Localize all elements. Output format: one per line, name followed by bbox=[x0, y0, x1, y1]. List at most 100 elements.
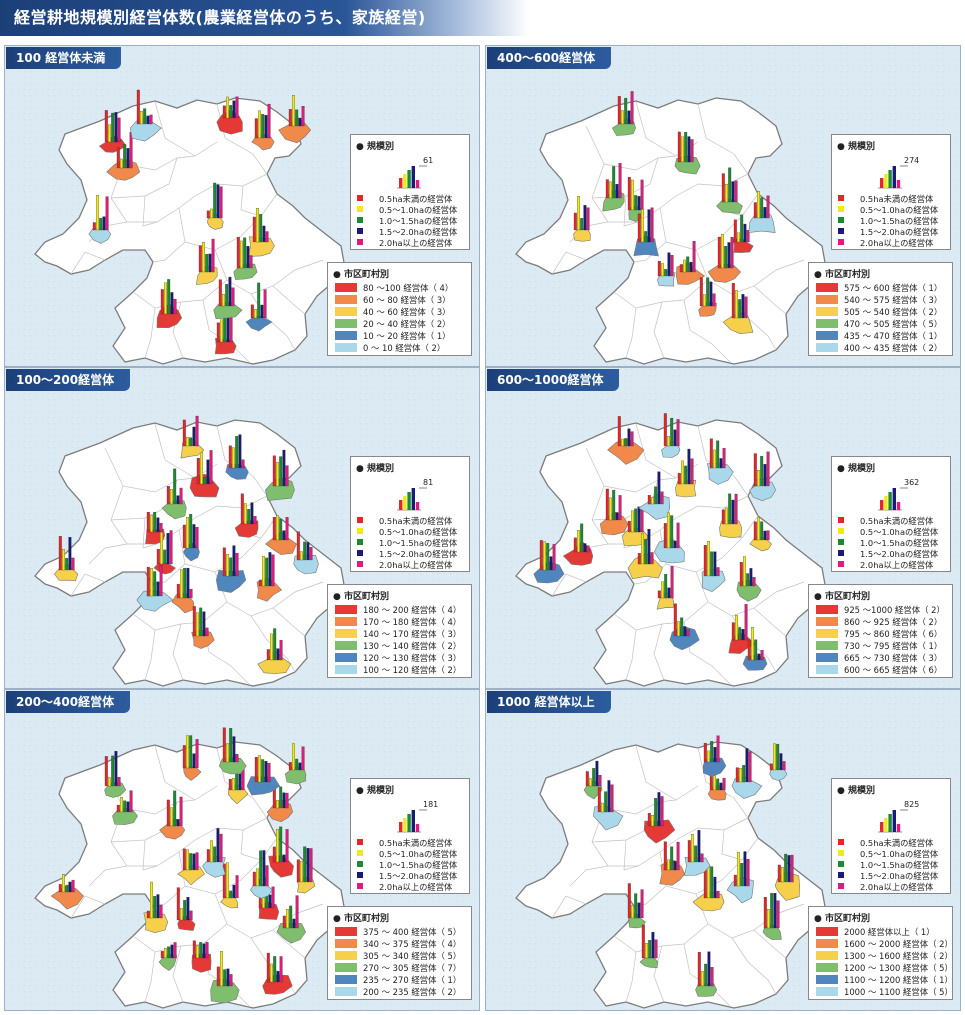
size-bar bbox=[282, 449, 286, 487]
size-bar bbox=[651, 497, 654, 505]
size-bar bbox=[787, 855, 791, 883]
range-label: 305 ～ 340 経営体（ 5） bbox=[363, 951, 462, 961]
size-bar bbox=[189, 735, 193, 769]
size-bar bbox=[268, 894, 272, 909]
size-bar bbox=[679, 264, 683, 273]
swatch bbox=[335, 617, 357, 626]
size-bar bbox=[260, 304, 264, 319]
range-label: 1200 ～ 1300 経営体（ 5） bbox=[844, 963, 953, 973]
municipality-boundary bbox=[184, 515, 278, 573]
size-bar bbox=[228, 276, 232, 307]
size-bar bbox=[153, 896, 157, 919]
size-bar bbox=[186, 437, 189, 447]
size-bar bbox=[146, 910, 150, 919]
size-bar bbox=[150, 568, 153, 597]
size-bar bbox=[597, 787, 601, 813]
size-bar bbox=[573, 212, 577, 231]
size-bar bbox=[680, 617, 684, 637]
municipality-boundary bbox=[753, 285, 787, 315]
size-bar bbox=[670, 417, 674, 447]
scale-value: 81 bbox=[423, 478, 434, 487]
municipality-boundary bbox=[202, 299, 250, 363]
size-bar bbox=[232, 100, 236, 119]
size-bar bbox=[677, 131, 681, 163]
size-bar bbox=[598, 775, 602, 787]
municipality-boundary bbox=[110, 479, 178, 521]
size-bar bbox=[208, 253, 212, 273]
size-bar bbox=[192, 940, 196, 959]
size-bar bbox=[683, 259, 686, 273]
size-bar bbox=[149, 114, 153, 125]
prefecture-outline bbox=[515, 97, 827, 365]
size-bar bbox=[734, 493, 738, 525]
size-bar bbox=[586, 207, 590, 231]
size-bar bbox=[745, 748, 749, 783]
scale-bar bbox=[892, 166, 896, 188]
size-legend-item: 0.5ha未満の経営体 bbox=[357, 193, 467, 204]
scale-bar bbox=[407, 170, 411, 188]
size-bar bbox=[238, 772, 242, 791]
swatch bbox=[816, 617, 838, 626]
size-bar bbox=[256, 207, 259, 243]
scale-bar bbox=[411, 488, 415, 510]
size-legend-label: 0.5ha未満の経営体 bbox=[860, 194, 934, 204]
size-legend: ● 規模別 362 0.5ha未満の経営体 0.5～1.0haの経営体 1.0～1.5h… bbox=[831, 456, 951, 572]
size-bar bbox=[229, 890, 233, 899]
size-bar bbox=[303, 541, 307, 561]
municipality-boundary bbox=[675, 173, 749, 197]
size-bar bbox=[170, 944, 174, 959]
size-bar bbox=[279, 456, 283, 487]
size-bar bbox=[725, 183, 728, 203]
range-label: 140 ～ 170 経営体（ 3） bbox=[363, 629, 462, 639]
range-legend-item: 435 ～ 470 経営体（ 1） bbox=[816, 330, 951, 341]
range-label: 180 ～ 200 経営体（ 4） bbox=[363, 605, 462, 615]
size-bar bbox=[285, 517, 289, 541]
size-bar bbox=[263, 289, 267, 319]
size-bar bbox=[117, 777, 121, 787]
size-bar bbox=[610, 784, 614, 813]
size-bar bbox=[683, 626, 687, 637]
size-legend-item: 1.5～2.0haの経営体 bbox=[357, 226, 467, 237]
size-legend-label: 1.5～2.0haの経営体 bbox=[379, 227, 458, 237]
size-bar bbox=[160, 289, 164, 315]
size-bar bbox=[757, 191, 760, 219]
size-bar bbox=[760, 650, 764, 661]
municipality-boundary bbox=[731, 937, 777, 995]
size-bar bbox=[701, 971, 704, 987]
swatch bbox=[357, 528, 363, 534]
size-bar bbox=[276, 970, 280, 983]
size-legend-item: 0.5～1.0haの経営体 bbox=[838, 526, 948, 537]
size-bar bbox=[244, 503, 247, 525]
size-bar bbox=[176, 887, 180, 921]
size-legend-label: 1.5～2.0haの経営体 bbox=[860, 871, 939, 881]
municipality-boundary bbox=[172, 945, 184, 1003]
range-legend-item: 470 ～ 505 経営体（ 5） bbox=[816, 318, 951, 329]
size-legend-item: 0.5ha未満の経営体 bbox=[838, 515, 948, 526]
size-bar bbox=[222, 727, 226, 763]
size-legend: ● 規模別 274 0.5ha未満の経営体 0.5～1.0haの経営体 1.0～1.5h… bbox=[831, 134, 951, 250]
size-bar bbox=[62, 874, 65, 893]
size-bar bbox=[721, 173, 725, 203]
size-bar bbox=[724, 245, 728, 269]
size-bar bbox=[223, 318, 227, 343]
swatch bbox=[838, 195, 844, 201]
municipality-boundary bbox=[695, 571, 805, 617]
swatch bbox=[838, 839, 844, 845]
size-bar bbox=[773, 743, 776, 771]
size-bar bbox=[265, 231, 269, 243]
scale-bar bbox=[888, 492, 892, 510]
size-bar bbox=[309, 547, 313, 561]
municipality-boundary bbox=[653, 623, 665, 681]
size-bar bbox=[673, 860, 677, 871]
range-label: 340 ～ 375 経営体（ 4） bbox=[363, 939, 462, 949]
size-bar bbox=[200, 451, 203, 485]
size-bar bbox=[211, 238, 215, 273]
size-bar bbox=[667, 587, 671, 599]
municipality-boundary bbox=[127, 195, 196, 223]
municipality-boundary bbox=[70, 573, 106, 597]
size-bar bbox=[272, 517, 276, 541]
panel-title: 600～1000経営体 bbox=[487, 369, 620, 391]
swatch bbox=[838, 217, 844, 223]
swatch bbox=[816, 629, 838, 638]
size-bar bbox=[182, 524, 186, 549]
